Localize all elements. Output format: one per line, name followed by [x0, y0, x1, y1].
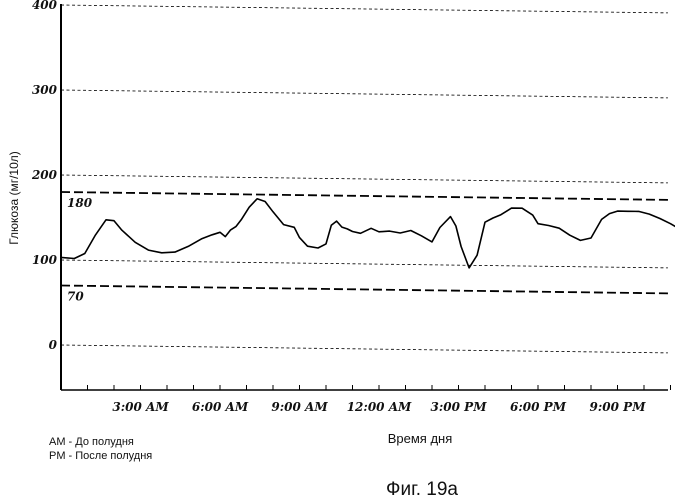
grid-lines [61, 5, 668, 353]
gridline-0 [61, 345, 668, 353]
reference-lines: 180 70 [61, 192, 668, 304]
y-tick-label: 100 [32, 253, 58, 267]
legend-am: AM - До полудня [49, 436, 134, 448]
glucose-series-line [61, 199, 675, 268]
y-axis-label: Глюкоза (мг/10л) [7, 151, 21, 245]
x-tick-label: 3:00 PM [431, 400, 488, 414]
x-axis-label: Время дня [388, 431, 453, 446]
gridline-400 [61, 5, 668, 13]
series [61, 199, 675, 268]
y-tick-labels: 0 100 200 300 400 [31, 0, 58, 352]
axes [61, 4, 668, 390]
gridline-200 [61, 175, 668, 183]
x-tick-label: 6:00 AM [192, 400, 249, 414]
gridline-300 [61, 90, 668, 98]
reference-line-180 [61, 192, 668, 200]
reference-label-70: 70 [67, 290, 84, 304]
gridline-100 [61, 260, 668, 268]
x-tick-label: 9:00 AM [271, 400, 328, 414]
y-tick-label: 200 [31, 168, 58, 182]
x-tick-label: 6:00 PM [510, 400, 567, 414]
reference-label-180: 180 [67, 196, 93, 210]
y-tick-label: 400 [32, 0, 58, 12]
y-tick-label: 0 [49, 338, 58, 352]
x-tick-label: 9:00 PM [590, 400, 647, 414]
figure-caption: Фиг. 19а [386, 479, 458, 500]
x-tick-label: 3:00 AM [112, 400, 169, 414]
reference-line-70 [61, 286, 668, 294]
x-tick-label: 12:00 AM [347, 400, 412, 414]
legend-pm: PM - После полудня [49, 450, 152, 462]
y-tick-label: 300 [32, 83, 58, 97]
